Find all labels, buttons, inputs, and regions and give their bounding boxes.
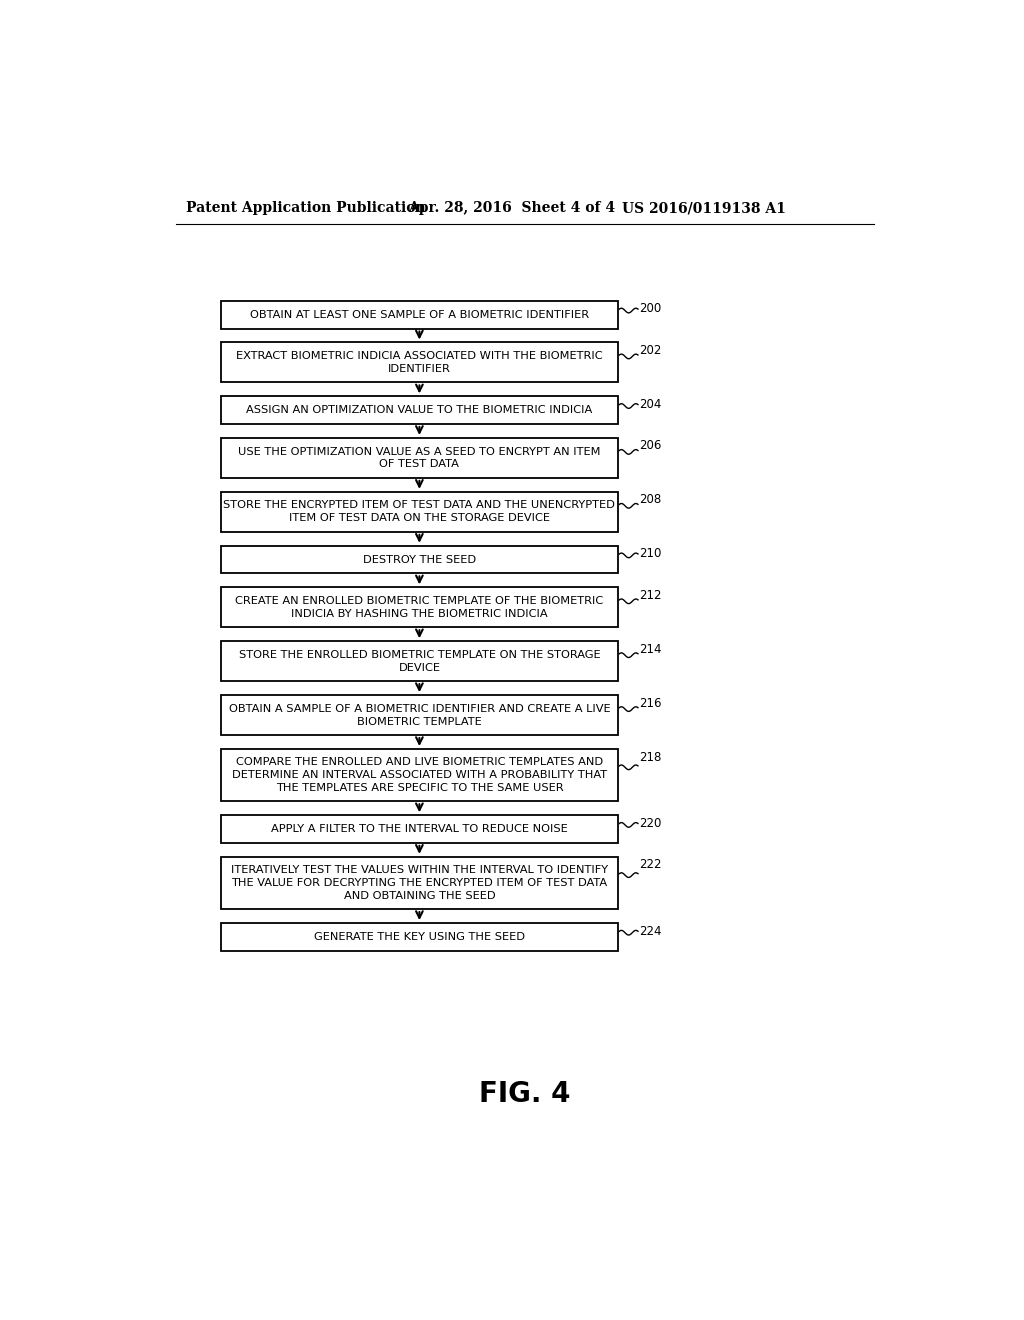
- Bar: [221, 587, 617, 627]
- Text: 222: 222: [640, 858, 662, 871]
- Text: APPLY A FILTER TO THE INTERVAL TO REDUCE NOISE: APPLY A FILTER TO THE INTERVAL TO REDUCE…: [271, 824, 567, 834]
- Text: USE THE OPTIMIZATION VALUE AS A SEED TO ENCRYPT AN ITEM
OF TEST DATA: USE THE OPTIMIZATION VALUE AS A SEED TO …: [239, 446, 601, 470]
- Text: ITERATIVELY TEST THE VALUES WITHIN THE INTERVAL TO IDENTIFY
THE VALUE FOR DECRYP: ITERATIVELY TEST THE VALUES WITHIN THE I…: [230, 865, 608, 900]
- Bar: [221, 342, 617, 383]
- Text: FIG. 4: FIG. 4: [479, 1080, 570, 1107]
- Text: DESTROY THE SEED: DESTROY THE SEED: [362, 554, 476, 565]
- Text: 218: 218: [640, 751, 662, 763]
- Bar: [221, 696, 617, 735]
- Bar: [221, 748, 617, 801]
- Text: 220: 220: [640, 817, 662, 830]
- Text: Apr. 28, 2016  Sheet 4 of 4: Apr. 28, 2016 Sheet 4 of 4: [409, 202, 615, 215]
- Bar: [221, 438, 617, 478]
- Text: 204: 204: [640, 397, 662, 411]
- Text: 212: 212: [640, 589, 662, 602]
- Text: ASSIGN AN OPTIMIZATION VALUE TO THE BIOMETRIC INDICIA: ASSIGN AN OPTIMIZATION VALUE TO THE BIOM…: [247, 405, 593, 416]
- Bar: [221, 642, 617, 681]
- Bar: [221, 923, 617, 950]
- Text: 210: 210: [640, 548, 662, 560]
- Text: 208: 208: [640, 494, 662, 507]
- Text: 200: 200: [640, 302, 662, 315]
- Text: 224: 224: [640, 924, 662, 937]
- Bar: [221, 301, 617, 329]
- Text: 202: 202: [640, 345, 662, 356]
- Bar: [221, 857, 617, 909]
- Text: CREATE AN ENROLLED BIOMETRIC TEMPLATE OF THE BIOMETRIC
INDICIA BY HASHING THE BI: CREATE AN ENROLLED BIOMETRIC TEMPLATE OF…: [236, 595, 603, 619]
- Bar: [221, 396, 617, 424]
- Text: Patent Application Publication: Patent Application Publication: [186, 202, 426, 215]
- Text: 206: 206: [640, 440, 662, 453]
- Text: OBTAIN AT LEAST ONE SAMPLE OF A BIOMETRIC IDENTIFIER: OBTAIN AT LEAST ONE SAMPLE OF A BIOMETRI…: [250, 310, 589, 319]
- Text: US 2016/0119138 A1: US 2016/0119138 A1: [623, 202, 786, 215]
- Text: OBTAIN A SAMPLE OF A BIOMETRIC IDENTIFIER AND CREATE A LIVE
BIOMETRIC TEMPLATE: OBTAIN A SAMPLE OF A BIOMETRIC IDENTIFIE…: [228, 704, 610, 726]
- Text: 214: 214: [640, 643, 662, 656]
- Text: STORE THE ENROLLED BIOMETRIC TEMPLATE ON THE STORAGE
DEVICE: STORE THE ENROLLED BIOMETRIC TEMPLATE ON…: [239, 649, 600, 673]
- Bar: [221, 545, 617, 573]
- Bar: [221, 816, 617, 843]
- Text: COMPARE THE ENROLLED AND LIVE BIOMETRIC TEMPLATES AND
DETERMINE AN INTERVAL ASSO: COMPARE THE ENROLLED AND LIVE BIOMETRIC …: [231, 758, 607, 793]
- Text: GENERATE THE KEY USING THE SEED: GENERATE THE KEY USING THE SEED: [314, 932, 525, 942]
- Text: 216: 216: [640, 697, 662, 710]
- Bar: [221, 492, 617, 532]
- Text: STORE THE ENCRYPTED ITEM OF TEST DATA AND THE UNENCRYPTED
ITEM OF TEST DATA ON T: STORE THE ENCRYPTED ITEM OF TEST DATA AN…: [223, 500, 615, 523]
- Text: EXTRACT BIOMETRIC INDICIA ASSOCIATED WITH THE BIOMETRIC
IDENTIFIER: EXTRACT BIOMETRIC INDICIA ASSOCIATED WIT…: [237, 351, 603, 374]
